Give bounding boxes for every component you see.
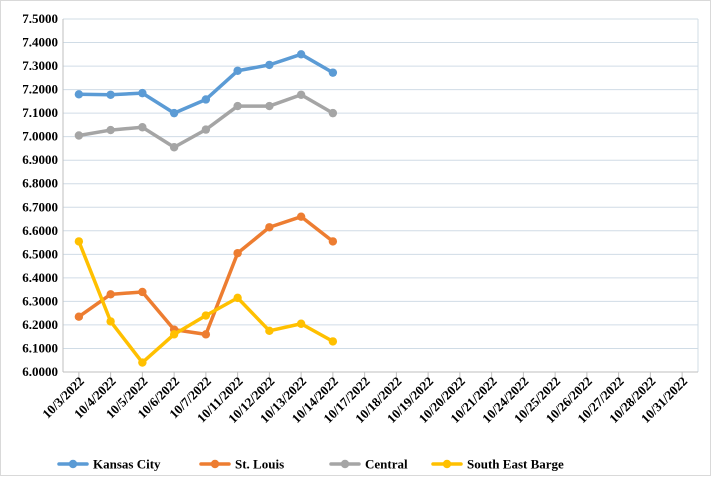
y-tick-label: 7.3000 bbox=[22, 58, 58, 73]
y-tick-label: 6.7000 bbox=[22, 199, 58, 214]
data-point bbox=[138, 123, 147, 132]
data-point bbox=[201, 311, 211, 320]
data-point bbox=[74, 131, 84, 140]
series-line bbox=[77, 239, 335, 365]
y-tick-label: 6.8000 bbox=[22, 176, 58, 191]
data-point bbox=[296, 90, 306, 99]
legend-item: Kansas City bbox=[57, 457, 161, 472]
data-point bbox=[201, 95, 211, 104]
y-tick-label: 7.5000 bbox=[22, 11, 58, 26]
gridlines bbox=[63, 18, 698, 373]
data-point bbox=[169, 143, 179, 152]
data-point bbox=[106, 290, 115, 299]
y-tick-label: 7.2000 bbox=[22, 82, 58, 97]
legend-label: Kansas City bbox=[93, 457, 161, 472]
legend-swatch-marker bbox=[68, 459, 78, 469]
y-tick-label: 6.2000 bbox=[22, 317, 58, 332]
x-tick-labels: 10/3/202210/4/202210/5/202210/6/202210/7… bbox=[39, 374, 690, 426]
data-point bbox=[138, 287, 147, 297]
data-point bbox=[296, 319, 306, 328]
data-point bbox=[328, 68, 338, 77]
legend-swatch-marker bbox=[210, 459, 220, 469]
data-point bbox=[138, 358, 147, 367]
data-point bbox=[106, 125, 115, 135]
series-lines bbox=[74, 50, 338, 367]
y-tick-label: 6.6000 bbox=[22, 223, 58, 238]
y-tick-label: 6.5000 bbox=[22, 246, 58, 261]
y-tick-labels: 6.0000 6.1000 6.2000 6.3000 6.4000 6.5000 6.60… bbox=[22, 11, 58, 379]
y-tick-label: 7.0000 bbox=[22, 129, 58, 144]
legend-label: St. Louis bbox=[235, 457, 284, 472]
legend: Kansas City St. Louis Central South East Ba… bbox=[57, 457, 564, 472]
data-point bbox=[233, 66, 242, 75]
data-point bbox=[169, 108, 179, 118]
data-point bbox=[233, 293, 242, 303]
data-point bbox=[265, 60, 274, 70]
series-south-east-barge bbox=[74, 237, 338, 367]
data-point bbox=[74, 237, 84, 246]
data-point bbox=[328, 108, 338, 118]
series-central bbox=[74, 90, 338, 152]
series-kansas-city bbox=[74, 50, 338, 118]
axes bbox=[62, 18, 699, 377]
data-point bbox=[74, 90, 84, 99]
data-point bbox=[106, 90, 115, 99]
legend-swatch-marker bbox=[340, 459, 350, 469]
data-point bbox=[106, 317, 115, 326]
data-point bbox=[265, 326, 274, 336]
data-point bbox=[328, 237, 338, 246]
y-tick-label: 6.4000 bbox=[22, 270, 58, 285]
y-tick-label: 6.1000 bbox=[22, 340, 58, 355]
legend-item: Central bbox=[329, 457, 408, 472]
data-point bbox=[296, 212, 306, 221]
legend-item: South East Barge bbox=[431, 457, 564, 472]
data-point bbox=[265, 101, 274, 111]
legend-label: South East Barge bbox=[467, 457, 564, 472]
data-point bbox=[265, 223, 274, 232]
data-point bbox=[328, 337, 338, 346]
series-line bbox=[77, 52, 335, 115]
data-point bbox=[201, 125, 211, 134]
data-point bbox=[138, 88, 147, 98]
y-tick-label: 6.9000 bbox=[22, 152, 58, 167]
data-point bbox=[233, 101, 242, 111]
y-tick-label: 6.0000 bbox=[22, 364, 58, 379]
legend-item: St. Louis bbox=[199, 457, 284, 472]
y-tick-label: 7.4000 bbox=[22, 35, 58, 50]
series-st-louis bbox=[74, 212, 338, 339]
data-point bbox=[201, 330, 211, 339]
data-point bbox=[296, 50, 306, 59]
data-point bbox=[233, 248, 242, 258]
data-point bbox=[169, 330, 179, 339]
y-tick-label: 6.3000 bbox=[22, 293, 58, 308]
legend-label: Central bbox=[365, 457, 408, 472]
data-point bbox=[74, 312, 84, 321]
y-tick-label: 7.1000 bbox=[22, 105, 58, 120]
legend-swatch-marker bbox=[442, 459, 452, 469]
